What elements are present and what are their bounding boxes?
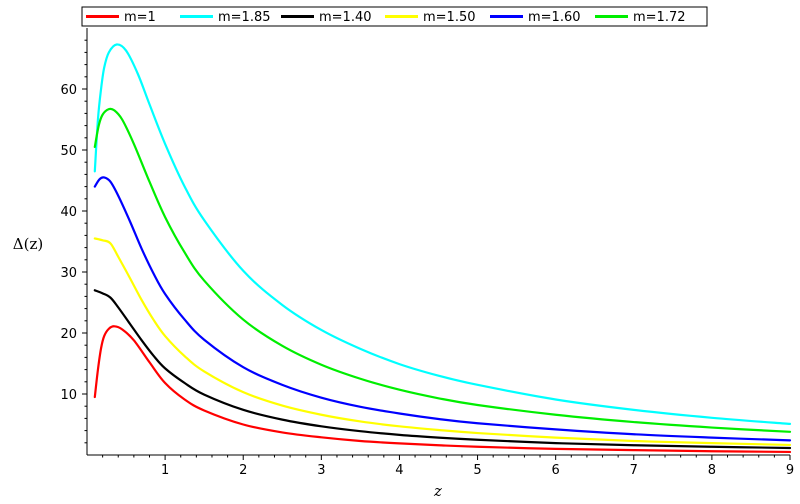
x-tick-label: 2	[239, 463, 247, 478]
legend-label: m=1.85	[218, 10, 271, 25]
legend: m=1 m=1.85 m=1.40 m=1.50 m=1.60 m=1.72	[81, 6, 708, 27]
legend-label: m=1.72	[633, 10, 686, 25]
y-tick-label: 50	[60, 144, 77, 159]
x-tick-label: 4	[395, 463, 403, 478]
y-tick-label: 20	[60, 327, 77, 342]
series-line-m-1-40	[93, 289, 792, 450]
y-tick-label: 30	[60, 266, 77, 281]
series-line-m-1-50	[93, 237, 792, 447]
x-axis-label: z	[433, 482, 442, 500]
y-tick-label: 60	[60, 83, 77, 98]
legend-label: m=1.60	[528, 10, 581, 25]
series-line-m-1-72	[93, 107, 792, 433]
x-tick-label: 9	[786, 463, 794, 478]
y-tick-label: 40	[60, 205, 77, 220]
y-tick-label: 10	[60, 388, 77, 403]
legend-label: m=1	[124, 10, 156, 25]
x-tick-label: 1	[161, 463, 169, 478]
y-axis-label: Δ(z)	[13, 235, 43, 253]
series-lines	[93, 43, 792, 454]
ticks: 1 2 3 4 5 6 7 8 9 10 20 30 40 50 60	[60, 39, 794, 478]
series-line-m-1-60	[93, 176, 792, 442]
series-line-m-1	[93, 325, 792, 454]
legend-label: m=1.40	[319, 10, 372, 25]
x-tick-label: 7	[630, 463, 638, 478]
legend-label: m=1.50	[423, 10, 476, 25]
series-line-m-1-85	[93, 43, 792, 425]
x-tick-label: 6	[552, 463, 560, 478]
x-tick-label: 5	[473, 463, 481, 478]
x-tick-label: 8	[708, 463, 716, 478]
x-tick-label: 3	[317, 463, 325, 478]
